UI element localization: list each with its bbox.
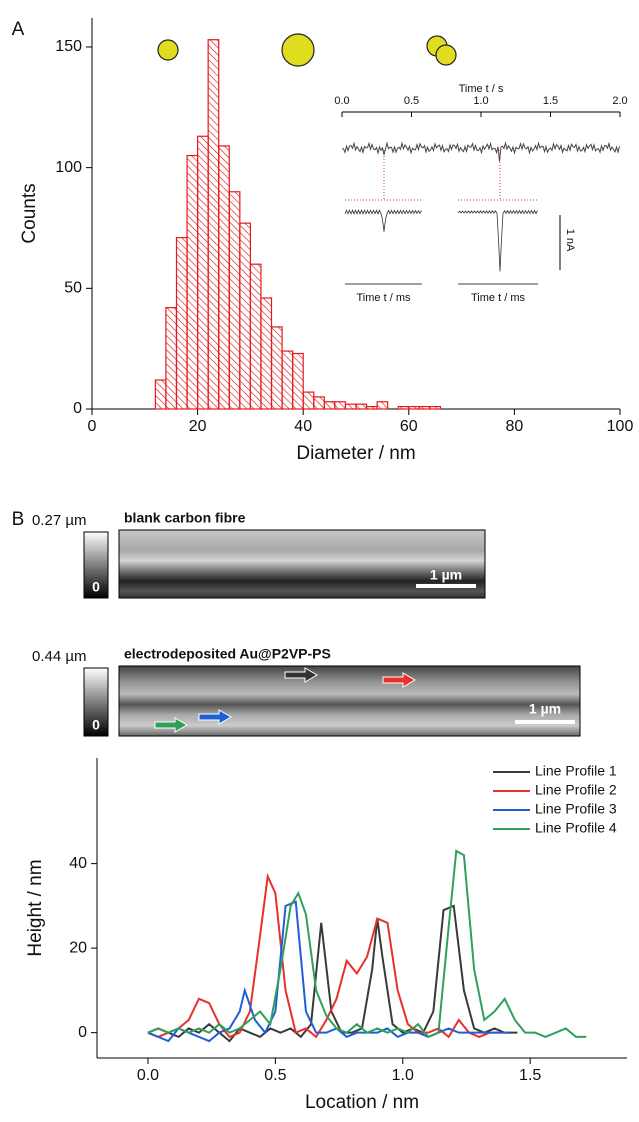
line-series xyxy=(147,900,510,1043)
inset-title: Time t / s xyxy=(459,83,504,95)
bar xyxy=(175,237,188,410)
scale-max: 0.44 µm xyxy=(32,648,87,665)
scale-min: 0 xyxy=(92,579,100,595)
x-tick-label: 60 xyxy=(400,418,418,435)
line-series xyxy=(147,904,518,1043)
inset-tick-label: 2.0 xyxy=(612,95,627,107)
bar xyxy=(418,405,431,410)
inset-tick-label: 0.0 xyxy=(334,95,349,107)
bar xyxy=(313,396,325,410)
bar xyxy=(197,135,209,410)
image-title: electrodeposited Au@P2VP-PS xyxy=(124,646,331,662)
inset-tick-label: 1.0 xyxy=(473,95,488,107)
x-tick-label: 0.5 xyxy=(264,1067,286,1084)
legend-label: Line Profile 3 xyxy=(535,801,617,817)
panel-label: B xyxy=(12,509,25,530)
y-axis-label: Counts xyxy=(19,183,40,243)
bar xyxy=(249,263,262,410)
scale-bar-label: 1 µm xyxy=(529,701,561,717)
bar xyxy=(165,307,178,410)
x-tick-label: 40 xyxy=(294,418,312,435)
bar xyxy=(260,297,273,410)
bar xyxy=(281,350,294,410)
legend-label: Line Profile 4 xyxy=(535,820,617,836)
bar xyxy=(323,401,336,410)
bar xyxy=(186,154,199,410)
x-tick-label: 100 xyxy=(607,418,634,435)
afm-images xyxy=(83,529,581,737)
scale-min: 0 xyxy=(92,717,100,733)
bar xyxy=(355,403,368,410)
y-tick-label: 150 xyxy=(55,38,82,55)
y-tick-label: 40 xyxy=(69,855,87,872)
x-axis-label: Location / nm xyxy=(305,1092,419,1113)
sub-trace xyxy=(457,209,538,272)
bar xyxy=(397,405,410,410)
bar xyxy=(376,401,389,410)
bar xyxy=(302,391,315,410)
sub-xlabel: Time t / ms xyxy=(471,292,525,304)
x-tick-label: 0 xyxy=(88,418,97,435)
bar xyxy=(344,403,357,410)
bar xyxy=(408,405,420,410)
bar xyxy=(239,222,251,410)
inset-tick-label: 0.5 xyxy=(404,95,419,107)
bar xyxy=(365,405,378,410)
line-series xyxy=(147,849,587,1039)
x-tick-label: 20 xyxy=(189,418,207,435)
bar xyxy=(154,379,167,410)
bar xyxy=(207,39,220,410)
image-title: blank carbon fibre xyxy=(124,510,246,526)
y-tick-label: 0 xyxy=(73,400,82,417)
inset-trace xyxy=(341,141,620,162)
x-axis-label: Diameter / nm xyxy=(296,443,415,464)
bar xyxy=(218,145,230,410)
bar xyxy=(292,352,304,410)
scale-label: 1 nA xyxy=(564,229,576,252)
scale-bar-label: 1 µm xyxy=(430,567,462,583)
bar xyxy=(429,405,442,410)
x-tick-label: 80 xyxy=(506,418,524,435)
y-tick-label: 100 xyxy=(55,159,82,176)
inset-tick-label: 1.5 xyxy=(543,95,558,107)
particle-icons xyxy=(157,33,457,67)
x-tick-label: 1.5 xyxy=(519,1067,541,1084)
bar xyxy=(270,326,283,410)
scale-max: 0.27 µm xyxy=(32,512,87,529)
line-series xyxy=(147,872,510,1039)
x-tick-label: 0.0 xyxy=(137,1067,159,1084)
sub-trace xyxy=(344,209,422,232)
bar xyxy=(228,191,241,410)
legend-label: Line Profile 1 xyxy=(535,763,617,779)
bar xyxy=(334,401,347,410)
panel-label: A xyxy=(12,19,25,40)
legend-label: Line Profile 2 xyxy=(535,782,617,798)
y-tick-label: 50 xyxy=(64,280,82,297)
y-axis-label: Height / nm xyxy=(25,859,46,956)
sub-xlabel: Time t / ms xyxy=(357,292,411,304)
x-tick-label: 1.0 xyxy=(392,1067,414,1084)
y-tick-label: 20 xyxy=(69,939,87,956)
y-tick-label: 0 xyxy=(78,1024,87,1041)
